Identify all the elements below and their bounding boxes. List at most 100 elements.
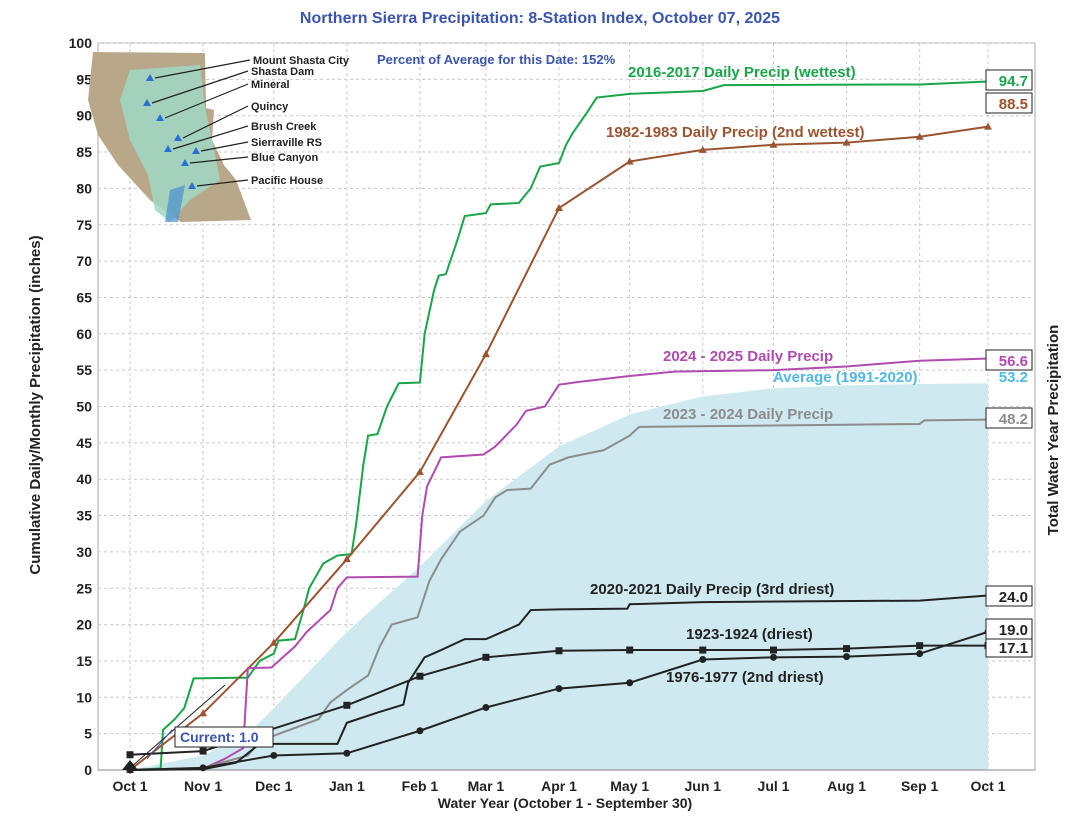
triangle-marker: [342, 555, 351, 563]
series-line-5: [129, 644, 988, 756]
y-tick-label: 95: [76, 71, 92, 87]
triangle-marker: [769, 140, 778, 148]
total-value: 17.1: [999, 640, 1028, 657]
chart-title: Northern Sierra Precipitation: 8-Station…: [300, 10, 780, 27]
square-marker: [343, 701, 351, 709]
chart-subtitle: Percent of Average for this Date: 152%: [377, 52, 616, 67]
station-arrow: [172, 125, 249, 150]
square-marker: [482, 653, 490, 661]
y-tick-label: 70: [76, 253, 92, 269]
x-tick-label: May 1: [610, 778, 649, 794]
total-value: 19.0: [999, 622, 1028, 639]
y-tick-label: 5: [84, 726, 92, 742]
series-lines: [126, 80, 992, 774]
y-tick-label: 25: [76, 580, 92, 596]
station-icon: [192, 147, 200, 154]
current-marker: Current: 1.0: [122, 684, 274, 770]
station-icon: [188, 182, 196, 189]
station-arrow: [182, 105, 249, 139]
y-tick-label: 60: [76, 326, 92, 342]
station-icon: [181, 159, 189, 166]
series-label: 2016-2017 Daily Precip (wettest): [628, 64, 856, 81]
y-tick-label: 30: [76, 544, 92, 560]
station-arrow: [151, 70, 249, 104]
x-tick-label: Oct 1: [112, 778, 147, 794]
station-arrow: [200, 141, 249, 152]
y-axis-right-label: Total Water Year Precipitation: [1045, 325, 1062, 536]
y-tick-label: 65: [76, 289, 92, 305]
square-marker: [843, 645, 851, 653]
average-total-value: 53.2: [999, 369, 1028, 386]
y-tick-label: 80: [76, 180, 92, 196]
circle-marker: [416, 727, 424, 735]
station-label: Pacific House: [251, 175, 323, 187]
station-label: Blue Canyon: [251, 152, 319, 164]
x-tick-label: Feb 1: [402, 778, 439, 794]
square-marker: [626, 646, 634, 654]
series-line-3: [129, 418, 989, 771]
circle-marker: [343, 749, 351, 757]
square-marker: [199, 747, 207, 755]
series-labels: 2016-2017 Daily Precip (wettest) 1982-198…: [590, 64, 918, 686]
total-box: [985, 92, 1033, 114]
average-area-fill: [130, 383, 988, 770]
station-icon: [143, 99, 151, 106]
x-tick-label: Oct 1: [970, 778, 1005, 794]
circle-marker: [199, 764, 207, 772]
y-tick-label: 0: [84, 762, 92, 778]
series-label: 1976-1977 (2nd driest): [666, 669, 824, 686]
square-marker: [916, 642, 924, 650]
station-label: Mount Shasta City: [253, 55, 350, 67]
circle-marker: [482, 703, 490, 711]
map-bay: [165, 185, 185, 222]
series-label: 2020-2021 Daily Precip (3rd driest): [590, 581, 834, 598]
average-label: Average (1991-2020): [773, 369, 918, 386]
total-value: 48.2: [999, 411, 1028, 428]
y-tick-label: 75: [76, 217, 92, 233]
total-value: 94.7: [999, 73, 1028, 90]
y-tick-label: 55: [76, 362, 92, 378]
station-icon: [146, 74, 154, 81]
total-box: [985, 69, 1033, 91]
total-box: [985, 407, 1033, 429]
x-tick-label: Aug 1: [827, 778, 866, 794]
station-label: Quincy: [251, 101, 289, 113]
circle-marker: [626, 679, 634, 687]
station-label: Shasta Dam: [251, 66, 314, 78]
station-arrow: [154, 59, 251, 79]
triangle-marker: [269, 638, 278, 646]
x-tick-label: Jul 1: [758, 778, 790, 794]
triangle-marker: [698, 145, 707, 153]
y-tick-label: 85: [76, 144, 92, 160]
station-arrow: [164, 83, 249, 119]
total-box: [985, 349, 1033, 371]
total-value: 56.6: [999, 353, 1028, 370]
y-tick-label: 90: [76, 108, 92, 124]
triangle-marker: [555, 204, 563, 212]
current-label-box: [174, 726, 274, 748]
square-marker: [699, 646, 707, 654]
totals-boxes: 94.7 88.5 56.6 48.2 24.0 17.119.0 53.2: [985, 69, 1033, 658]
series-label: 2024 - 2025 Daily Precip: [663, 348, 833, 365]
x-tick-label: Jun 1: [684, 778, 721, 794]
triangle-marker: [842, 138, 851, 146]
total-box: [985, 585, 1033, 607]
y-tick-label: 35: [76, 508, 92, 524]
current-triangle-marker: [122, 760, 138, 770]
circle-marker: [270, 751, 278, 759]
series-line-4: [129, 594, 989, 771]
triangle-marker: [915, 132, 924, 140]
station-label: Brush Creek: [251, 121, 317, 133]
y-tick-label: 15: [76, 653, 92, 669]
circle-marker: [916, 650, 924, 658]
y-tick-label: 40: [76, 471, 92, 487]
station-icon: [174, 134, 182, 141]
station-label: Sierraville RS: [251, 137, 322, 149]
series-label: 1982-1983 Daily Precip (2nd wettest): [606, 124, 864, 141]
square-marker: [416, 672, 424, 680]
square-marker: [126, 751, 134, 759]
station-arrow: [189, 156, 249, 164]
axes: 0 5 10 15 20 25 30 35 40 45 50 55 60 65 70 75 80 85 90 95 10…: [69, 35, 1035, 794]
current-arrow: [146, 729, 173, 760]
